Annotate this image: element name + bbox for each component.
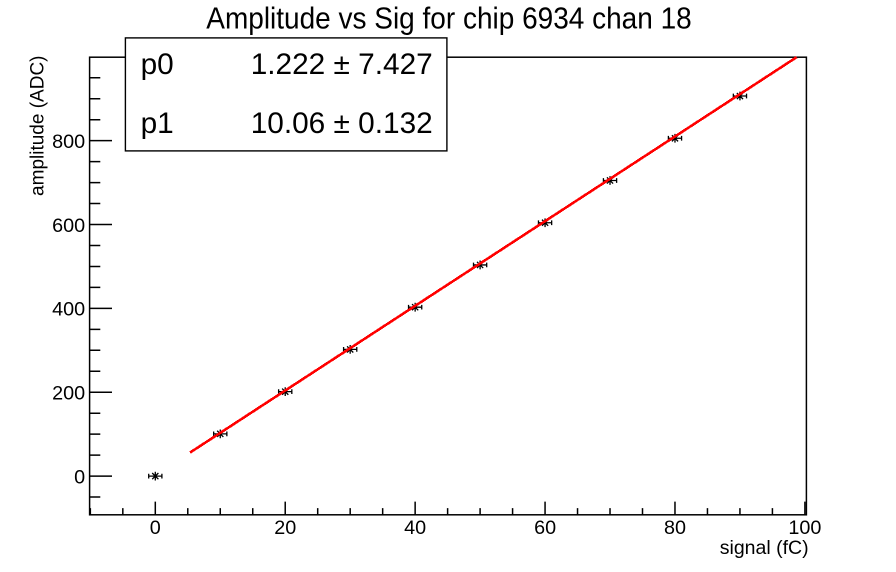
svg-text:200: 200 xyxy=(52,383,85,405)
svg-text:p0: p0 xyxy=(141,48,174,81)
svg-text:100: 100 xyxy=(788,517,821,539)
svg-text:20: 20 xyxy=(274,517,296,539)
svg-text:60: 60 xyxy=(534,517,556,539)
svg-text:10.06 ± 0.132: 10.06 ± 0.132 xyxy=(251,107,433,140)
svg-text:p1: p1 xyxy=(141,107,174,140)
svg-text:80: 80 xyxy=(664,517,686,539)
svg-text:0: 0 xyxy=(74,467,85,489)
svg-text:Amplitude vs Sig for chip 6934: Amplitude vs Sig for chip 6934 chan 18 xyxy=(206,1,691,36)
svg-text:400: 400 xyxy=(52,299,85,321)
svg-text:40: 40 xyxy=(404,517,426,539)
svg-text:signal (fC): signal (fC) xyxy=(720,537,809,559)
svg-text:0: 0 xyxy=(150,517,161,539)
svg-text:600: 600 xyxy=(52,215,85,237)
svg-text:amplitude (ADC): amplitude (ADC) xyxy=(27,56,48,196)
svg-text:800: 800 xyxy=(52,131,85,153)
svg-text:1.222 ± 7.427: 1.222 ± 7.427 xyxy=(251,48,433,81)
